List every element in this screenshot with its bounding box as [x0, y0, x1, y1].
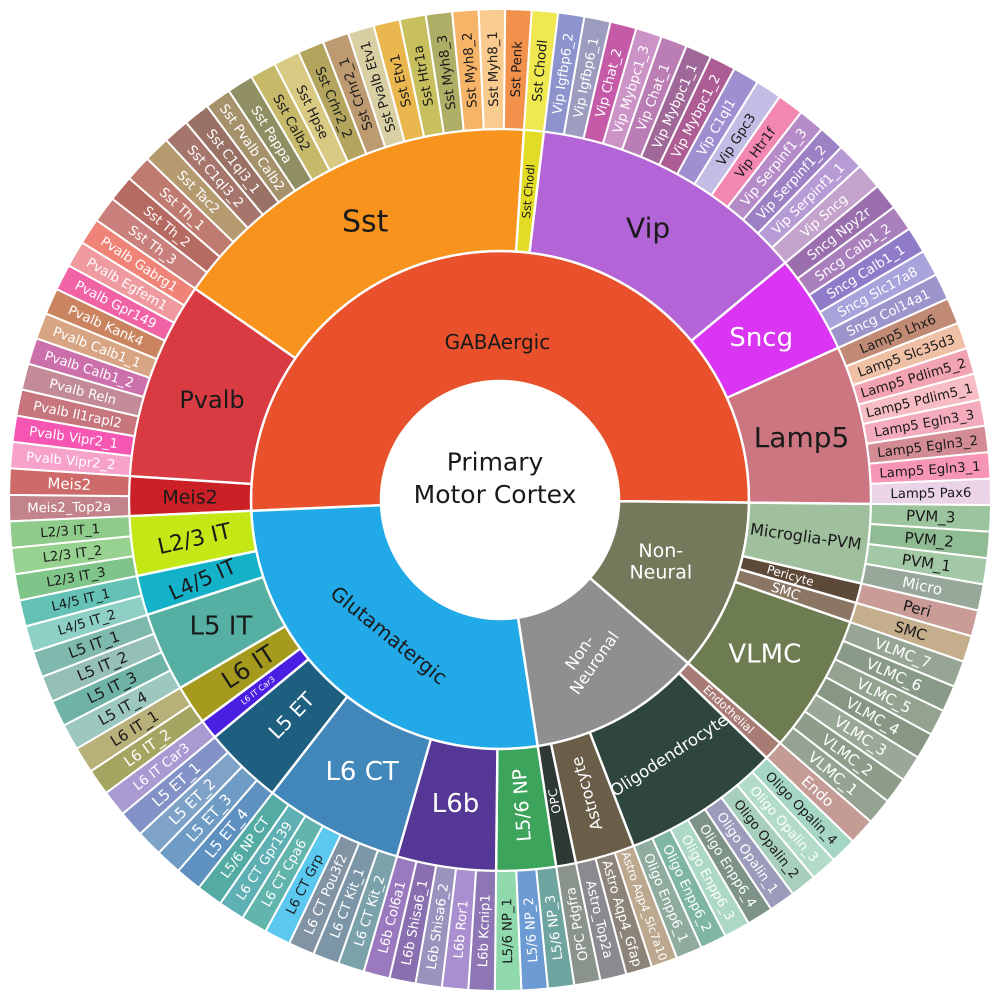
- label-opc: OPC: [546, 788, 564, 815]
- label-l6-ct: L6 CT: [325, 757, 398, 787]
- label-meis2: Meis2: [162, 486, 217, 508]
- label-sst-myh8-1: Sst Myh8_1: [486, 31, 502, 107]
- label-pvalb: Pvalb: [179, 386, 244, 414]
- label-l6b-ror1: L6b Ror1: [451, 899, 471, 959]
- label-lamp5-pax6: Lamp5 Pax6: [890, 486, 971, 502]
- label-lamp5: Lamp5: [754, 421, 850, 454]
- label-l6b-kcnip1: L6b Kcnip1: [476, 894, 494, 968]
- label-sst-myh8-2: Sst Myh8_2: [460, 32, 480, 108]
- label-sncg: Sncg: [729, 323, 793, 353]
- label-meis2: Meis2: [47, 474, 91, 494]
- label-sst: Sst: [342, 204, 389, 239]
- label-vip: Vip: [626, 212, 670, 245]
- label-l6b: L6b: [432, 789, 480, 819]
- label-non-neural: Non-Neural: [629, 540, 692, 583]
- label-l2-3-it-1: L2/3 IT_1: [40, 522, 101, 541]
- label-pvm-2: PVM_2: [904, 529, 955, 552]
- label-l5-6-np-1: L5/6 NP_1: [500, 898, 516, 964]
- center-title: Primary Motor Cortex: [414, 448, 577, 510]
- label-l5-6-np-2: L5/6 NP_2: [522, 897, 542, 963]
- label-sst-penk: Sst Penk: [509, 41, 526, 98]
- label-meis2-top2a: Meis2_Top2a: [27, 500, 111, 516]
- wedge-l2-3-it-1: [8, 515, 132, 549]
- label-pvm-3: PVM_3: [906, 507, 956, 528]
- label-sst-chodl: Sst Chodl: [530, 39, 551, 102]
- label-l5-it: L5 IT: [189, 612, 252, 642]
- center-hole: [381, 381, 619, 619]
- label-l5-6-np: L5/6 NP: [509, 768, 536, 842]
- label-lamp5-egln3-1: Lamp5 Egln3_1: [879, 459, 981, 481]
- label-sst-chodl: Sst Chodl: [519, 164, 538, 219]
- label-vlmc: VLMC: [728, 640, 801, 670]
- label-gabaergic: GABAergic: [445, 330, 551, 354]
- label-l2-3-it-2: L2/3 IT_2: [42, 544, 103, 566]
